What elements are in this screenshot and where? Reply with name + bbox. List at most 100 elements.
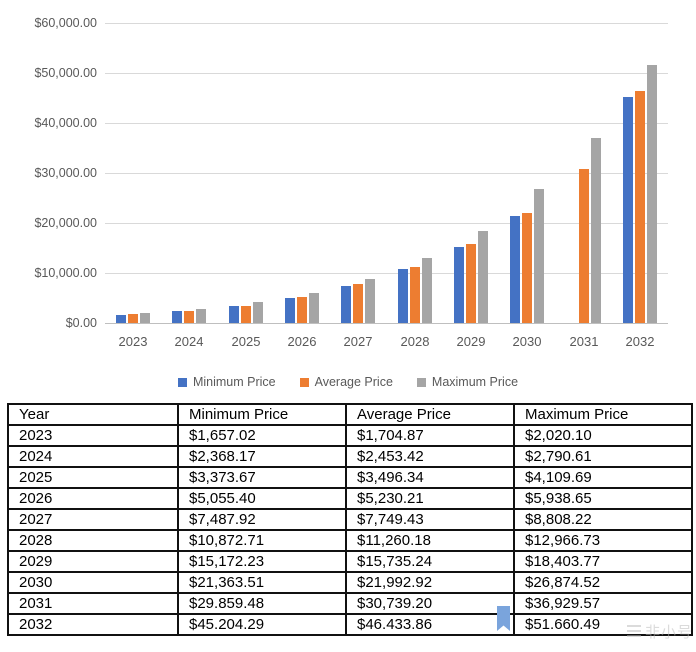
gridline	[105, 173, 668, 174]
price-cell: $2,790.61	[513, 445, 693, 468]
price-cell: $15,172.23	[177, 550, 347, 573]
table-row-2030: 2030 $21,363.51 $21,992.92 $26,874.52	[7, 571, 693, 594]
y-axis-tick-label: $60,000.00	[34, 16, 97, 30]
bar-average-price-2030	[522, 213, 532, 323]
table-header: Year Minimum Price Average Price Maximum Pr…	[7, 403, 693, 426]
year-cell: 2023	[7, 424, 179, 447]
column-header-year: Year	[7, 403, 179, 426]
year-cell: 2029	[7, 550, 179, 573]
table-row-2029: 2029 $15,172.23 $15,735.24 $18,403.77	[7, 550, 693, 573]
legend-swatch-icon	[299, 377, 309, 387]
gridline	[105, 123, 668, 124]
blue-bookmark-artifact	[497, 606, 510, 631]
watermark-text: 非小号	[644, 623, 693, 641]
year-cell: 2032	[7, 613, 179, 636]
legend-item-average-price: Average Price	[299, 375, 393, 389]
price-prediction-table: Year Minimum Price Average Price Maximum Pr…	[7, 403, 693, 636]
price-cell: $8,808.22	[513, 508, 693, 531]
x-axis-label-2025: 2025	[231, 334, 261, 349]
y-axis-tick-label: $0.00	[65, 316, 97, 330]
legend-label: Average Price	[314, 375, 393, 389]
price-cell: $29.859.48	[177, 592, 347, 615]
table-row-2024: 2024 $2,368.17 $2,453.42 $2,790.61	[7, 445, 693, 468]
x-axis-label-2029: 2029	[456, 334, 486, 349]
bar-minimum-price-2027	[341, 286, 351, 323]
column-header-maximum-price: Maximum Price	[513, 403, 693, 426]
y-axis-tick-label: $10,000.00	[34, 266, 97, 280]
x-axis-label-2024: 2024	[174, 334, 204, 349]
bar-minimum-price-2029	[454, 247, 464, 323]
bar-maximum-price-2031	[591, 138, 601, 323]
bar-average-price-2024	[184, 311, 194, 323]
table-row-2027: 2027 $7,487.92 $7,749.43 $8,808.22	[7, 508, 693, 531]
price-cell: $1,704.87	[345, 424, 515, 447]
bar-average-price-2028	[410, 267, 420, 323]
bar-maximum-price-2030	[534, 189, 544, 323]
x-axis-label-2032: 2032	[625, 334, 655, 349]
bar-average-price-2023	[128, 314, 138, 323]
y-axis-tick-label: $20,000.00	[34, 216, 97, 230]
legend-label: Maximum Price	[431, 375, 519, 389]
year-cell: 2027	[7, 508, 179, 531]
legend-label: Minimum Price	[192, 375, 276, 389]
bar-average-price-2027	[353, 284, 363, 323]
y-axis-tick-label: $30,000.00	[34, 166, 97, 180]
bar-average-price-2029	[466, 244, 476, 323]
price-cell: $12,966.73	[513, 529, 693, 552]
table-row-2032: 2032 $45.204.29 $46.433.86 $51.660.49	[7, 613, 693, 636]
price-cell: $10,872.71	[177, 529, 347, 552]
table-row-2023: 2023 $1,657.02 $1,704.87 $2,020.10	[7, 424, 693, 447]
price-cell: $45.204.29	[177, 613, 347, 636]
price-cell: $7,487.92	[177, 508, 347, 531]
legend-item-maximum-price: Maximum Price	[416, 375, 519, 389]
bar-minimum-price-2024	[172, 311, 182, 323]
x-axis-label-2030: 2030	[512, 334, 542, 349]
gridline	[105, 273, 668, 274]
bar-minimum-price-2023	[116, 315, 126, 323]
table-body: 2023 $1,657.02 $1,704.87 $2,020.10 2024 $2,36…	[7, 424, 693, 636]
price-cell: $36,929.57	[513, 592, 693, 615]
bar-maximum-price-2032	[647, 65, 657, 323]
price-cell: $15,735.24	[345, 550, 515, 573]
legend-swatch-icon	[416, 377, 426, 387]
price-cell: $4,109.69	[513, 466, 693, 489]
bar-minimum-price-2026	[285, 298, 295, 323]
price-cell: $21,363.51	[177, 571, 347, 594]
bar-average-price-2025	[241, 306, 251, 323]
bar-maximum-price-2023	[140, 313, 150, 323]
bar-minimum-price-2025	[229, 306, 239, 323]
x-axis-label-2023: 2023	[118, 334, 148, 349]
price-cell: $7,749.43	[345, 508, 515, 531]
price-cell: $3,373.67	[177, 466, 347, 489]
legend-swatch-icon	[177, 377, 187, 387]
price-cell: $51.660.49	[513, 613, 693, 636]
year-cell: 2031	[7, 592, 179, 615]
column-header-average-price: Average Price	[345, 403, 515, 426]
price-cell: $3,496.34	[345, 466, 515, 489]
x-axis-label-2031: 2031	[569, 334, 599, 349]
chart-legend: Minimum Price Average Price Maximum Price	[0, 372, 696, 392]
price-cell: $5,230.21	[345, 487, 515, 510]
x-axis-label-2026: 2026	[287, 334, 317, 349]
gridline	[105, 223, 668, 224]
price-cell: $2,020.10	[513, 424, 693, 447]
bar-maximum-price-2024	[196, 309, 206, 323]
legend-item-minimum-price: Minimum Price	[177, 375, 276, 389]
year-cell: 2028	[7, 529, 179, 552]
y-axis-tick-label: $50,000.00	[34, 66, 97, 80]
price-cell: $26,874.52	[513, 571, 693, 594]
x-axis-label-2027: 2027	[343, 334, 373, 349]
price-cell: $18,403.77	[513, 550, 693, 573]
gridline	[105, 73, 668, 74]
watermark: 非小号	[626, 621, 693, 641]
year-cell: 2026	[7, 487, 179, 510]
bar-maximum-price-2025	[253, 302, 263, 323]
year-cell: 2030	[7, 571, 179, 594]
price-cell: $2,453.42	[345, 445, 515, 468]
bar-maximum-price-2028	[422, 258, 432, 323]
bar-maximum-price-2027	[365, 279, 375, 323]
column-header-minimum-price: Minimum Price	[177, 403, 347, 426]
price-prediction-bar-chart: $60,000.00 $50,000.00 $40,000.00 $30,000.00…	[34, 16, 668, 349]
bar-average-price-2031	[579, 169, 589, 323]
